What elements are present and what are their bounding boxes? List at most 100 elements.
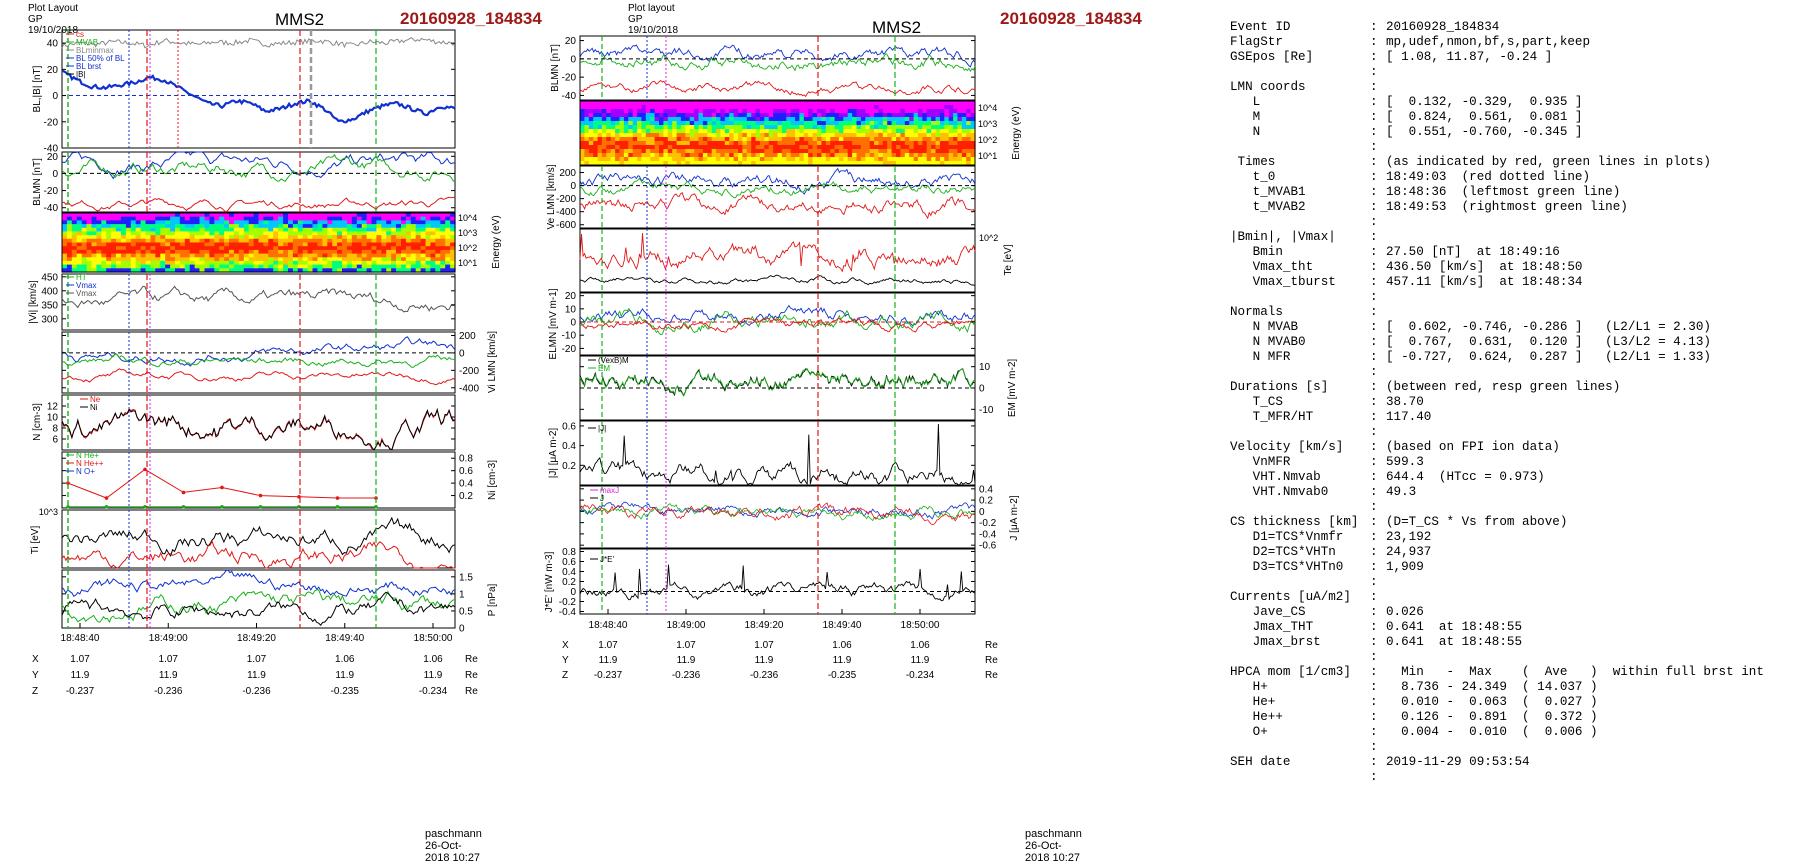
spectrogram-cell [248, 257, 255, 262]
pos-row-label: Y [562, 655, 569, 666]
spectrogram-cell [337, 242, 343, 247]
spectrogram-cell [179, 231, 186, 236]
spectrogram-cell [790, 133, 796, 138]
spectrogram-cell [773, 149, 779, 154]
spectrogram-cell [803, 105, 809, 110]
spectrogram-cell [957, 101, 963, 106]
spectrogram-cell [689, 129, 695, 134]
spectrogram-cell [584, 125, 590, 130]
spectrogram-cell [405, 235, 412, 240]
spectrogram-cell [957, 149, 963, 154]
spectrogram-cell [900, 109, 906, 114]
spectrogram-cell [356, 242, 363, 247]
spectrogram-cell [900, 121, 906, 126]
spectrogram-cell [773, 157, 779, 162]
spectrogram-cell [650, 133, 656, 138]
info-row: : [1230, 650, 1764, 665]
spectrogram-cell [615, 125, 621, 130]
spectrogram-cell [224, 260, 230, 266]
spectrogram-cell [376, 227, 382, 233]
spectrogram-cell [698, 129, 704, 134]
spectrogram-cell [440, 264, 446, 269]
spectrogram-cell [307, 249, 314, 255]
spectrogram-cell [361, 268, 368, 273]
spectrogram-cell [209, 257, 215, 262]
spectrogram-cell [917, 153, 923, 158]
spectrogram-cell [768, 129, 774, 134]
spectrogram-cell [584, 141, 590, 146]
spectrogram-cell [856, 145, 862, 150]
spectrogram-cell [654, 153, 660, 158]
spectrogram-cell [764, 161, 770, 166]
spectrogram-cell [808, 157, 814, 162]
spectrogram-cell [716, 113, 722, 118]
info-row: t_MVAB2:18:49:53 (rightmost green line) [1230, 200, 1764, 215]
spectrogram-cell [376, 242, 382, 247]
spectrogram-cell [410, 227, 417, 233]
info-key [1230, 65, 1370, 80]
spectrogram-cell [101, 224, 107, 229]
spectrogram-cell [425, 224, 431, 229]
spectrogram-cell [961, 121, 967, 126]
spectrogram-cell [896, 113, 901, 118]
spectrogram-cell [179, 242, 186, 247]
spectrogram-cell [817, 105, 822, 110]
info-value: [ 0.132, -0.329, 0.935 ] [1386, 95, 1583, 109]
pos-row-value: -0.236 [242, 686, 271, 697]
spectrogram-cell [584, 129, 590, 134]
spectrogram-cell [322, 268, 328, 273]
spectrogram-cell [204, 242, 210, 247]
spectrogram-cell [667, 121, 673, 126]
spectrogram-cell [821, 137, 827, 142]
spectrogram-cell [584, 101, 590, 106]
spectrogram-cell [233, 213, 240, 218]
spectrogram-cell [219, 224, 225, 229]
spectrogram-cell [953, 129, 959, 134]
pos-row-value: 11.9 [159, 670, 178, 681]
y-tick-label: -400 [556, 207, 576, 218]
spectrogram-cell [729, 125, 735, 130]
spectrogram-cell [685, 157, 691, 162]
spectrogram-cell [165, 257, 171, 262]
legend-entry: MVAB [76, 38, 98, 47]
spectrogram-cell [852, 157, 858, 162]
spectrogram-cell [847, 153, 853, 158]
series-JM [579, 503, 976, 522]
spectrogram-cell [619, 129, 625, 134]
spectrogram-cell [150, 257, 156, 262]
spectrogram-cell [229, 249, 235, 255]
spectrogram-cell [650, 125, 656, 130]
y-tick-label: -20 [562, 344, 577, 355]
spectrogram-cell [435, 216, 441, 221]
spectrogram-cell [808, 117, 814, 122]
spectrogram-cell [672, 125, 678, 130]
info-separator: : [1370, 605, 1378, 619]
series-|B| [61, 36, 456, 49]
spectrogram-cell [619, 113, 625, 118]
spectrogram-cell [170, 220, 176, 225]
spectrogram-cell [948, 161, 954, 166]
spectrogram-cell [931, 161, 937, 166]
spectrogram-cell [615, 149, 621, 154]
spectrogram-cell [125, 231, 132, 236]
spectrogram-cell [896, 153, 901, 158]
info-row: : [1230, 425, 1764, 440]
info-separator: : [1370, 215, 1378, 229]
spectrogram-cell [292, 242, 299, 247]
spectrogram-cell [838, 117, 844, 122]
spectrogram-cell [733, 121, 739, 126]
spectrogram-cell [184, 231, 191, 236]
x-tick-label: 18:50:00 [414, 633, 453, 644]
spectrogram-cell [755, 153, 761, 158]
spectrogram-cell [909, 117, 915, 122]
spectrogram-cell [768, 113, 774, 118]
pos-row-value: -0.235 [828, 670, 857, 681]
spectrogram-cell [707, 125, 713, 130]
spectrogram-cell [676, 145, 682, 150]
spectrogram-cell [799, 101, 805, 106]
data-point [181, 504, 186, 509]
spectrogram-cell [909, 125, 915, 130]
spectrogram-cell [342, 224, 348, 229]
legend-entry: Vmax [76, 289, 96, 298]
spectrogram-cell [381, 231, 387, 236]
